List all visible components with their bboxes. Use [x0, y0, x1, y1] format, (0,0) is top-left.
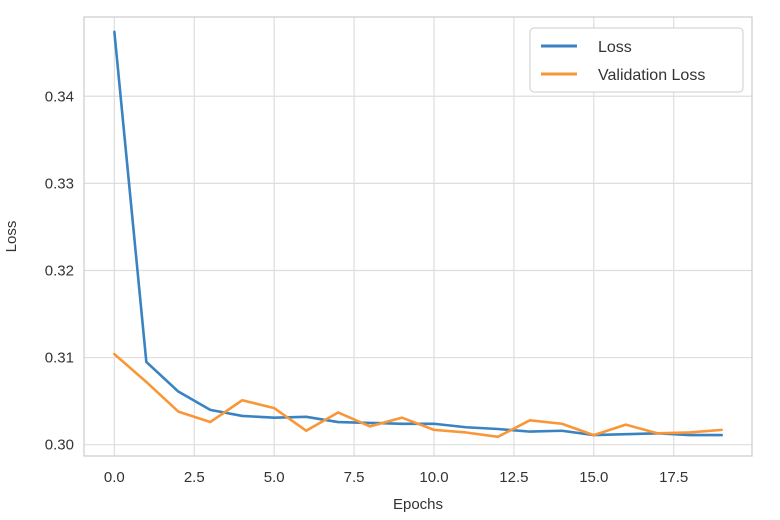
- series-layer: [113, 30, 723, 439]
- plot-frame: [83, 16, 753, 457]
- y-tick-label: 0.33: [45, 175, 74, 192]
- y-tick-label: 0.34: [45, 88, 74, 105]
- x-tick-label: 17.5: [659, 469, 688, 486]
- x-axis-label: Epochs: [393, 496, 443, 513]
- y-axis-label: Loss: [3, 221, 20, 253]
- x-tick-label: 7.5: [344, 469, 365, 486]
- x-tick-label: 12.5: [499, 469, 528, 486]
- legend-label-validation-loss: Validation Loss: [598, 67, 705, 84]
- y-tick-label: 0.32: [45, 262, 74, 279]
- legend: Loss Validation Loss: [529, 27, 744, 93]
- x-tick-label: 2.5: [184, 469, 205, 486]
- y-tick-label: 0.30: [45, 437, 74, 454]
- x-tick-label: 15.0: [579, 469, 608, 486]
- y-tick-label: 0.31: [45, 350, 74, 367]
- x-tick-label: 10.0: [419, 469, 448, 486]
- grid: [84, 17, 752, 456]
- legend-label-loss: Loss: [598, 39, 632, 56]
- x-tick-label: 5.0: [264, 469, 285, 486]
- tick-labels: 0.0 2.5 5.0 7.5 10.0 12.5 15.0 17.5 0.30 0.31 0.32…: [45, 88, 688, 486]
- series-line-validation-loss: [113, 352, 723, 439]
- x-tick-label: 0.0: [104, 469, 125, 486]
- legend-box: [529, 27, 744, 93]
